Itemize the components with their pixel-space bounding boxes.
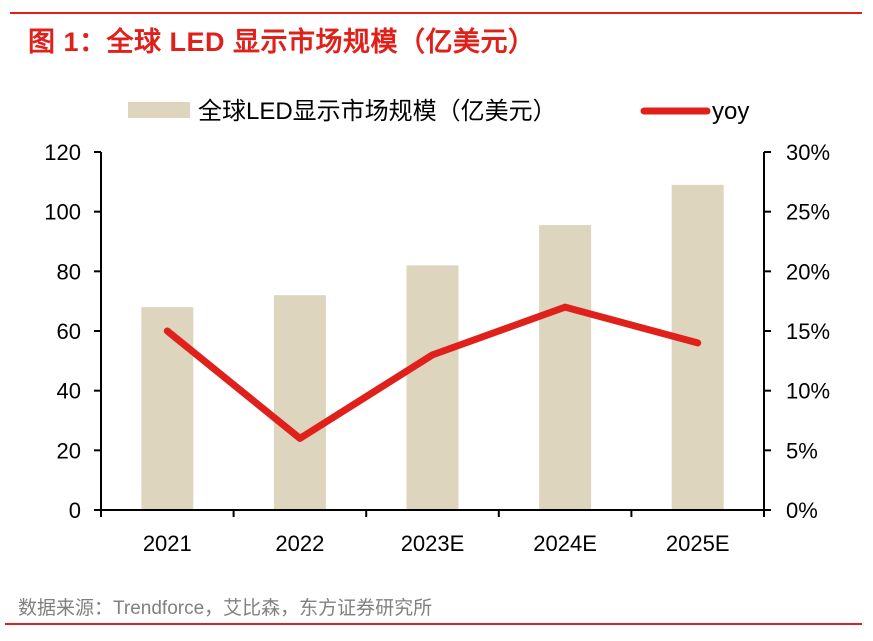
- bar-2025E: [671, 184, 724, 511]
- x-tick-label: 2023E: [401, 531, 465, 556]
- figure-title: 图 1：全球 LED 显示市场规模（亿美元）: [28, 27, 536, 57]
- left-tick-label: 40: [57, 379, 81, 404]
- left-tick-label: 20: [57, 438, 81, 463]
- source-note: 数据来源：Trendforce，艾比森，东方证券研究所: [18, 598, 433, 619]
- left-tick-label: 0: [69, 498, 81, 523]
- right-tick-label: 5%: [786, 438, 818, 463]
- right-tick-label: 25%: [786, 200, 830, 225]
- x-tick-label: 2022: [275, 531, 324, 556]
- bars: [141, 184, 724, 511]
- bar-2022: [273, 295, 326, 510]
- right-tick-label: 15%: [786, 319, 830, 344]
- bar-2023E: [406, 265, 459, 510]
- right-tick-label: 10%: [786, 379, 830, 404]
- top-rule: [10, 12, 862, 14]
- tick-labels: 0 20 40 60 80 100 120 0% 5% 10% 15% 20% 25% 30% 2021 20…: [44, 140, 830, 556]
- right-tick-label: 20%: [786, 259, 830, 284]
- bottom-rule: [5, 623, 862, 625]
- left-tick-label: 100: [44, 200, 81, 225]
- right-tick-label: 0%: [786, 498, 818, 523]
- bar-2024E: [539, 225, 592, 510]
- left-tick-label: 120: [44, 140, 81, 165]
- legend-label-yoy: yoy: [712, 98, 749, 125]
- left-tick-label: 60: [57, 319, 81, 344]
- right-tick-label: 30%: [786, 140, 830, 165]
- legend: 全球LED显示市场规模（亿美元） yoy: [128, 98, 749, 125]
- legend-swatch-bar: [128, 102, 190, 118]
- bar-2021: [141, 307, 194, 510]
- legend-label-bar: 全球LED显示市场规模（亿美元）: [198, 98, 557, 125]
- yoy-line-group: [163, 303, 702, 442]
- x-tick-label: 2025E: [666, 531, 730, 556]
- x-tick-label: 2021: [143, 531, 192, 556]
- left-tick-label: 80: [57, 259, 81, 284]
- x-tick-label: 2024E: [533, 531, 597, 556]
- axes: [94, 151, 771, 517]
